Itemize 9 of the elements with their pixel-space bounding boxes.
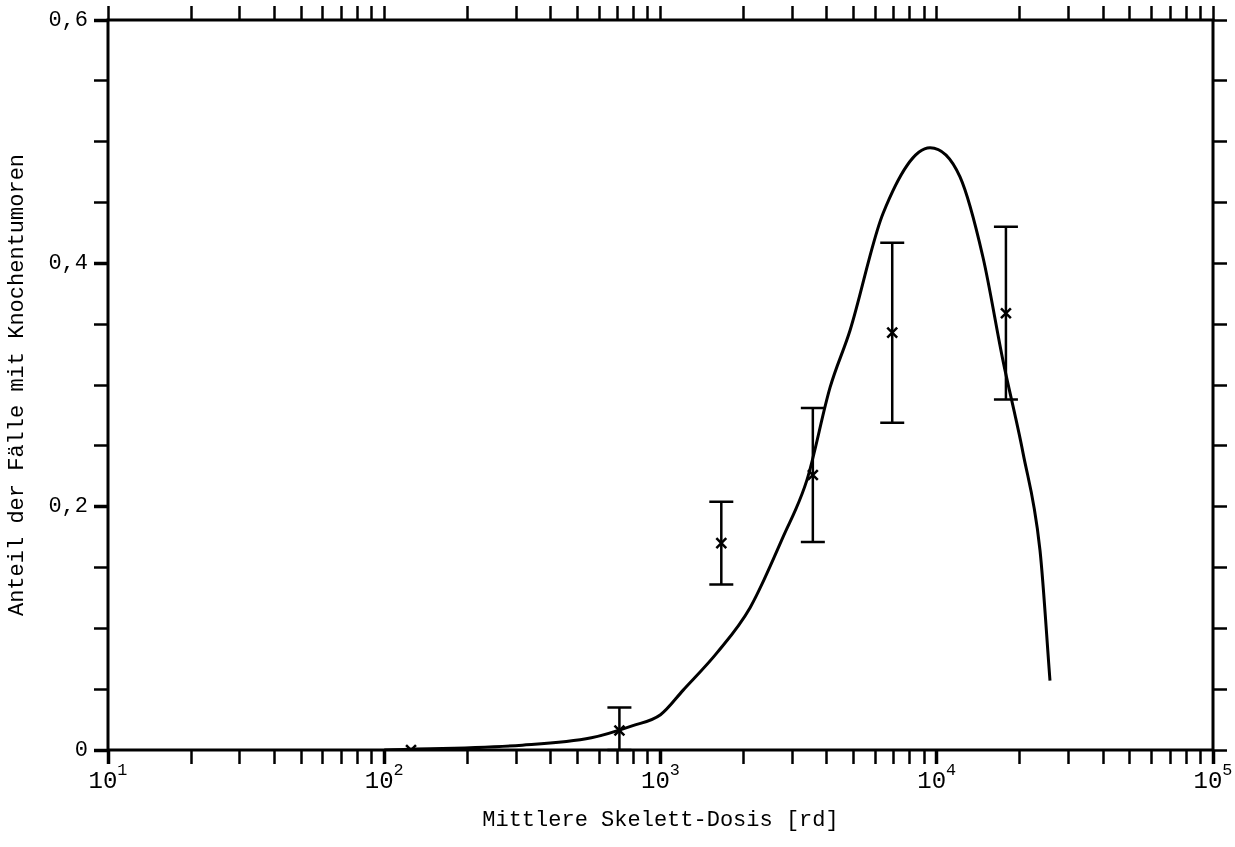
y-tick-label: 0,6 (48, 7, 88, 33)
point (613, 724, 626, 737)
y-tick-label: 0,2 (48, 494, 88, 520)
y-axis-title: Anteil der Fälle mit Knochentumoren (5, 153, 31, 617)
y-tick-label: 0,4 (48, 251, 88, 277)
point (999, 307, 1013, 320)
point (806, 468, 820, 482)
x-axis-title: Mittlere Skelett-Dosis [rd] (482, 807, 839, 833)
y-tick-label: 0 (74, 737, 88, 763)
